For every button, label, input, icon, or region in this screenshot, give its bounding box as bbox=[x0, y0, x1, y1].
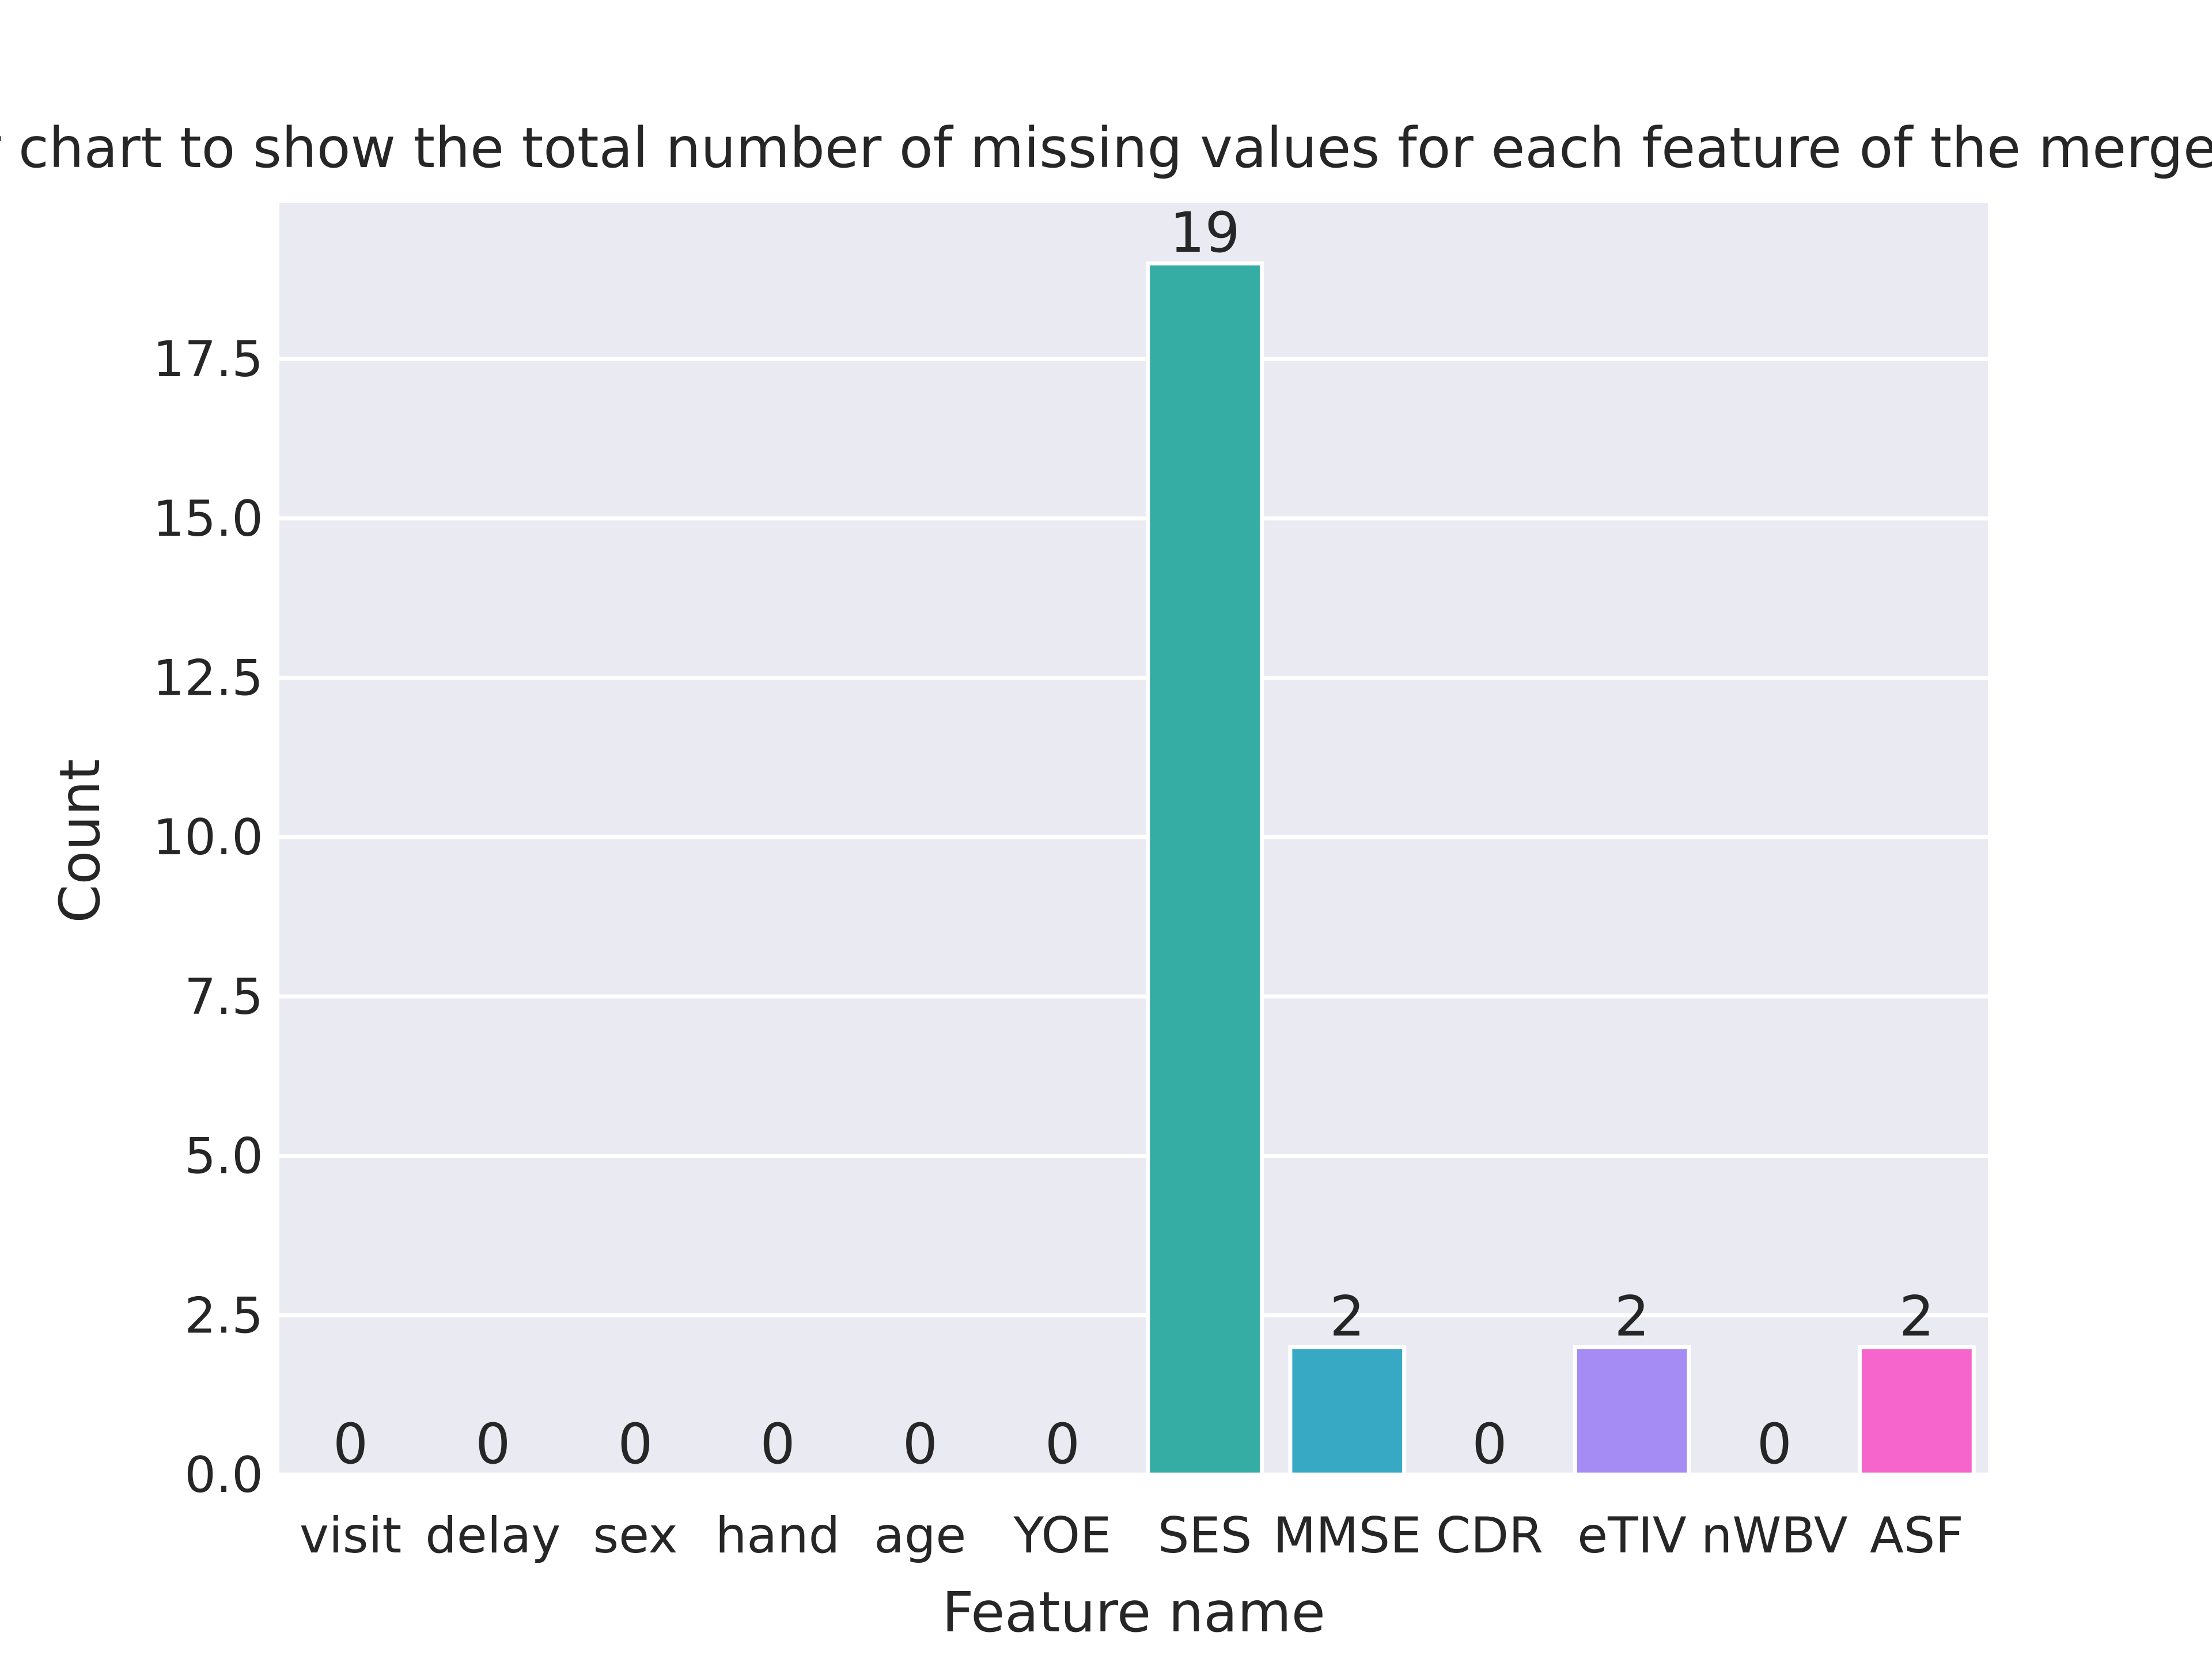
y-axis-label: Count bbox=[48, 759, 112, 923]
bar-value-label: 0 bbox=[1757, 1412, 1792, 1476]
bar-value-label: 0 bbox=[1472, 1412, 1507, 1476]
x-tick-label: visit bbox=[300, 1507, 402, 1565]
bar-value-label: 0 bbox=[760, 1412, 796, 1476]
bar-value-label: 19 bbox=[1170, 200, 1240, 265]
y-tick-label: 5.0 bbox=[184, 1128, 263, 1185]
bar-value-label: 0 bbox=[475, 1412, 510, 1476]
gridlines bbox=[279, 357, 1988, 1477]
bar-asf bbox=[1858, 1345, 1976, 1477]
bar-value-label: 0 bbox=[1045, 1412, 1080, 1476]
bar-value-label: 0 bbox=[903, 1412, 938, 1476]
bar-value-label: 0 bbox=[618, 1412, 653, 1476]
x-axis-ticks: visit delay sex hand age YOE SES MMSE CDR eTIV nWB… bbox=[300, 1507, 1964, 1565]
x-tick-label: sex bbox=[593, 1507, 677, 1565]
bar-labels: 0 0 0 0 0 0 19 2 0 2 0 2 bbox=[333, 200, 1934, 1476]
y-tick-label: 17.5 bbox=[153, 331, 263, 388]
chart-title: bar chart to show the total number of mi… bbox=[0, 116, 2212, 180]
x-tick-label: delay bbox=[425, 1507, 560, 1565]
x-axis-label: Feature name bbox=[942, 1580, 1325, 1645]
x-tick-label: YOE bbox=[1013, 1507, 1111, 1565]
bar-etiv bbox=[1573, 1345, 1691, 1477]
y-tick-label: 2.5 bbox=[184, 1287, 263, 1344]
x-tick-label: age bbox=[874, 1507, 966, 1565]
y-tick-label: 7.5 bbox=[184, 968, 263, 1026]
y-tick-label: 15.0 bbox=[153, 490, 263, 548]
bar-mmse bbox=[1288, 1345, 1407, 1477]
bar-value-label: 2 bbox=[1615, 1285, 1650, 1349]
x-tick-label: MMSE bbox=[1273, 1507, 1421, 1565]
x-tick-label: eTIV bbox=[1577, 1507, 1687, 1565]
y-tick-label: 0.0 bbox=[184, 1446, 263, 1504]
bar-value-label: 0 bbox=[333, 1412, 368, 1476]
x-tick-label: CDR bbox=[1436, 1507, 1543, 1565]
bar-ses bbox=[1146, 261, 1264, 1477]
x-tick-label: SES bbox=[1158, 1507, 1252, 1565]
y-tick-label: 10.0 bbox=[153, 809, 263, 866]
x-tick-label: ASF bbox=[1870, 1507, 1964, 1565]
x-tick-label: nWBV bbox=[1701, 1507, 1848, 1565]
bar-value-label: 2 bbox=[1899, 1285, 1934, 1349]
y-tick-label: 12.5 bbox=[153, 650, 263, 707]
bars bbox=[1146, 261, 1976, 1477]
y-axis-ticks: 0.0 2.5 5.0 7.5 10.0 12.5 15.0 17.5 bbox=[153, 331, 263, 1504]
bar-value-label: 2 bbox=[1330, 1285, 1365, 1349]
x-tick-label: hand bbox=[715, 1507, 840, 1565]
